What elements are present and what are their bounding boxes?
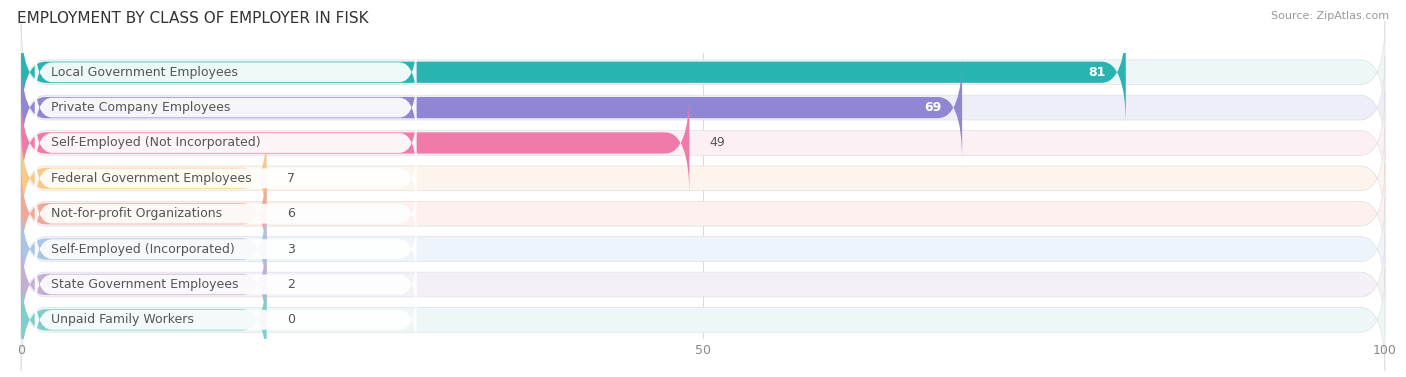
FancyBboxPatch shape: [35, 144, 416, 213]
FancyBboxPatch shape: [35, 73, 416, 142]
Text: 6: 6: [287, 207, 295, 220]
FancyBboxPatch shape: [35, 215, 416, 284]
Text: Not-for-profit Organizations: Not-for-profit Organizations: [51, 207, 222, 220]
FancyBboxPatch shape: [21, 90, 689, 196]
Text: 0: 0: [287, 313, 295, 326]
FancyBboxPatch shape: [21, 125, 267, 231]
Text: Unpaid Family Workers: Unpaid Family Workers: [51, 313, 194, 326]
FancyBboxPatch shape: [21, 161, 267, 267]
FancyBboxPatch shape: [35, 108, 416, 178]
FancyBboxPatch shape: [35, 38, 416, 107]
FancyBboxPatch shape: [21, 55, 962, 161]
Text: Self-Employed (Incorporated): Self-Employed (Incorporated): [51, 242, 235, 256]
Text: 3: 3: [287, 242, 295, 256]
Text: 69: 69: [924, 101, 942, 114]
Text: Self-Employed (Not Incorporated): Self-Employed (Not Incorporated): [51, 136, 260, 150]
FancyBboxPatch shape: [21, 56, 1385, 159]
FancyBboxPatch shape: [21, 127, 1385, 230]
Text: State Government Employees: State Government Employees: [51, 278, 239, 291]
Text: 49: 49: [710, 136, 725, 150]
Text: 81: 81: [1088, 66, 1105, 79]
Text: Local Government Employees: Local Government Employees: [51, 66, 238, 79]
Text: Private Company Employees: Private Company Employees: [51, 101, 231, 114]
FancyBboxPatch shape: [35, 179, 416, 248]
FancyBboxPatch shape: [21, 162, 1385, 265]
FancyBboxPatch shape: [21, 267, 267, 373]
Text: Source: ZipAtlas.com: Source: ZipAtlas.com: [1271, 11, 1389, 21]
FancyBboxPatch shape: [21, 198, 1385, 300]
FancyBboxPatch shape: [21, 92, 1385, 194]
FancyBboxPatch shape: [21, 196, 267, 302]
FancyBboxPatch shape: [21, 21, 1385, 124]
Text: 2: 2: [287, 278, 295, 291]
FancyBboxPatch shape: [35, 285, 416, 354]
Text: 7: 7: [287, 172, 295, 185]
Text: Federal Government Employees: Federal Government Employees: [51, 172, 252, 185]
Text: EMPLOYMENT BY CLASS OF EMPLOYER IN FISK: EMPLOYMENT BY CLASS OF EMPLOYER IN FISK: [17, 11, 368, 26]
FancyBboxPatch shape: [21, 268, 1385, 371]
FancyBboxPatch shape: [21, 233, 1385, 336]
FancyBboxPatch shape: [35, 250, 416, 319]
FancyBboxPatch shape: [21, 19, 1126, 125]
FancyBboxPatch shape: [21, 231, 267, 337]
